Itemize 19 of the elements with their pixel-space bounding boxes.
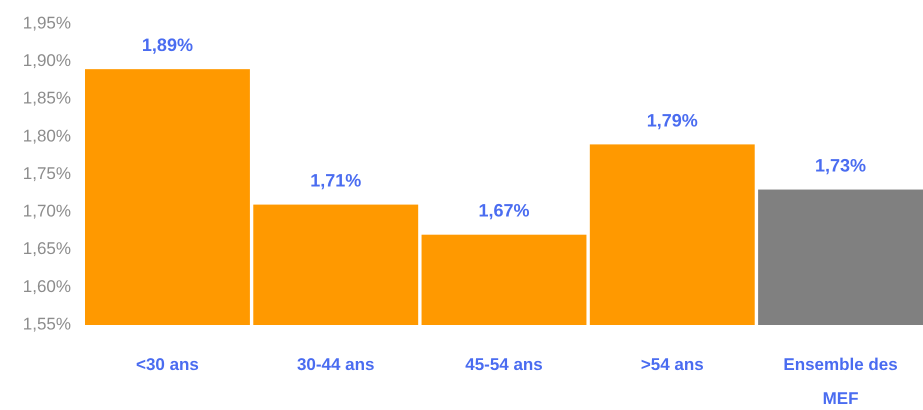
- y-tick-label: 1,65%: [22, 239, 71, 258]
- y-tick-label: 1,75%: [22, 164, 71, 183]
- data-label: 1,89%: [142, 35, 193, 56]
- x-tick-label: 30-44 ans: [296, 355, 374, 374]
- y-tick-label: 1,85%: [22, 88, 71, 108]
- x-tick-label: <30 ans: [136, 355, 199, 374]
- data-label: 1,73%: [815, 156, 866, 176]
- data-label: 1,67%: [478, 200, 530, 221]
- x-tick-label: 45-54 ans: [465, 355, 543, 374]
- y-tick-label: 1,70%: [22, 202, 71, 221]
- x-tick-label: Ensemble des MEF: [783, 355, 898, 408]
- y-tick-label: 1,90%: [22, 51, 71, 70]
- y-tick-label: 1,60%: [22, 276, 71, 296]
- data-label: 1,79%: [646, 110, 698, 130]
- y-tick-label: 1,55%: [22, 314, 71, 334]
- y-tick-label: 1,95%: [22, 13, 71, 32]
- data-label: 1,71%: [310, 170, 362, 191]
- x-tick-label: >54 ans: [640, 355, 704, 374]
- y-tick-label: 1,80%: [22, 126, 71, 146]
